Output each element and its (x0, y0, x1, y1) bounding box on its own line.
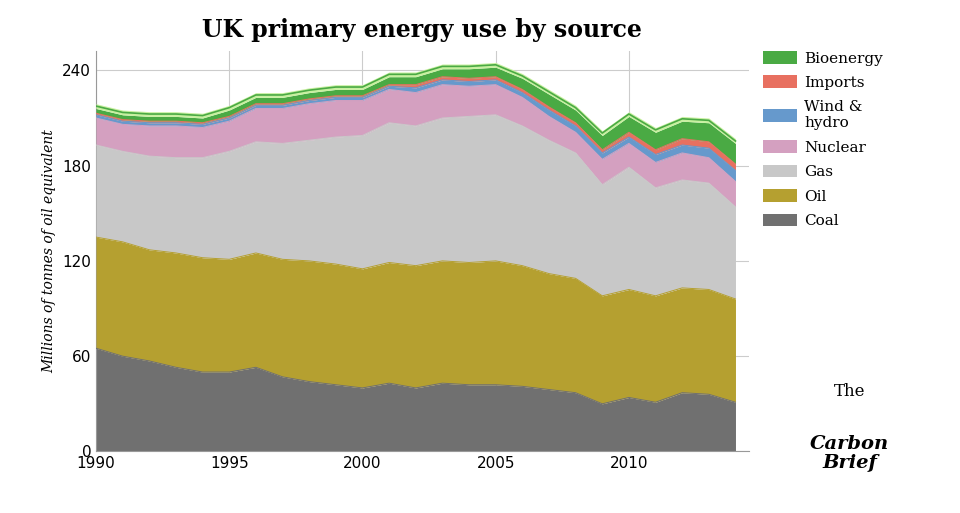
Text: The: The (834, 383, 865, 400)
Title: UK primary energy use by source: UK primary energy use by source (203, 18, 642, 43)
Y-axis label: Millions of tonnes of oil equivalent: Millions of tonnes of oil equivalent (42, 129, 57, 373)
Text: Carbon
Brief: Carbon Brief (810, 435, 889, 472)
Legend: Bioenergy, Imports, Wind &
hydro, Nuclear, Gas, Oil, Coal: Bioenergy, Imports, Wind & hydro, Nuclea… (763, 51, 883, 228)
